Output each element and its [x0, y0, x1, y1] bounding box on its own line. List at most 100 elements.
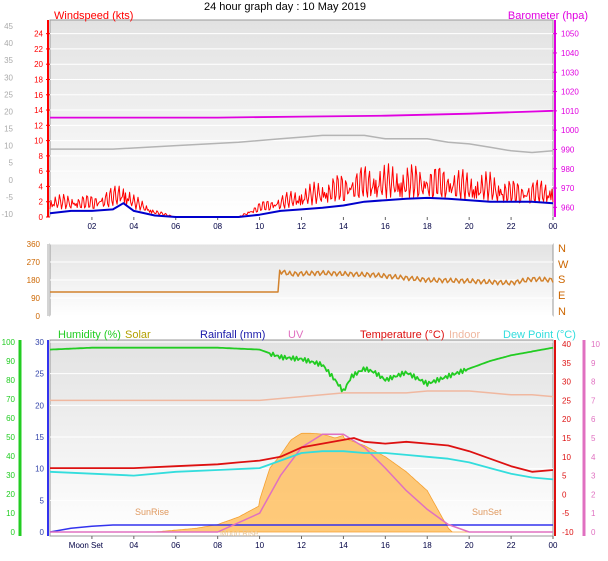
windspeed-tick-label: 14 [34, 106, 43, 115]
windspeed-tick-label: 12 [34, 121, 43, 130]
sunset-label: SunSet [472, 507, 502, 517]
humidity-tick-label: 50 [6, 433, 15, 442]
temperature-tick-label: 40 [562, 340, 571, 349]
humidity-tick-label: 40 [6, 452, 15, 461]
hour-tick-label: 10 [255, 222, 264, 231]
uv-tick-label: 0 [591, 528, 596, 537]
temperature-tick-label: 25 [562, 396, 571, 405]
direction-tick-label: 360 [27, 240, 41, 249]
uv-tick-label: 3 [591, 472, 596, 481]
hour-tick-label: 08 [213, 541, 222, 550]
hour-tick-label: 10 [255, 541, 264, 550]
outer-tick-label: -5 [6, 193, 14, 202]
outer-tick-label: 10 [4, 142, 13, 151]
uv-tick-label: 5 [591, 434, 596, 443]
rainfall-tick-label: 5 [40, 496, 45, 505]
hour-tick-label: 20 [465, 541, 474, 550]
outer-tick-label: 35 [4, 56, 13, 65]
humidity-tick-label: 30 [6, 471, 15, 480]
rainfall-tick-label: 25 [35, 370, 44, 379]
uv-tick-label: 8 [591, 378, 596, 387]
barometer-tick-label: 1030 [561, 68, 579, 77]
windspeed-tick-label: 10 [34, 137, 43, 146]
outer-tick-label: 40 [4, 39, 13, 48]
humidity-line [49, 346, 554, 393]
compass-label: E [558, 290, 565, 302]
outer-tick-label: 30 [4, 73, 13, 82]
gray-trend-line [50, 134, 554, 154]
rainfall-tick-label: 30 [35, 338, 44, 347]
outer-tick-label: -10 [1, 210, 13, 219]
rainfall-tick-label: 10 [35, 465, 44, 474]
legend-entry: Solar [125, 329, 151, 341]
compass-label: W [558, 259, 569, 271]
hour-tick-label: Moon Set [69, 541, 104, 550]
uv-line [50, 433, 553, 533]
humidity-tick-label: 90 [6, 357, 15, 366]
hour-tick-label: 00 [549, 222, 558, 231]
hour-tick-label: 18 [423, 541, 432, 550]
windspeed-tick-label: 0 [39, 213, 44, 222]
humidity-tick-label: 0 [11, 528, 16, 537]
compass-label: N [558, 306, 566, 318]
outer-tick-label: 0 [9, 176, 14, 185]
hour-tick-label: 12 [297, 222, 306, 231]
temperature-tick-label: 20 [562, 415, 571, 424]
windspeed-tick-label: 20 [34, 60, 43, 69]
temperature-tick-label: -5 [562, 509, 570, 518]
rainfall-tick-label: 0 [40, 528, 45, 537]
windspeed-axis-label: Windspeed (kts) [54, 10, 133, 22]
hour-tick-label: 12 [297, 541, 306, 550]
hour-tick-label: 14 [339, 541, 348, 550]
sunrise-label: SunRise [135, 507, 169, 517]
windspeed-tick-label: 4 [39, 182, 44, 191]
rainfall-tick-label: 20 [35, 401, 44, 410]
barometer-tick-label: 970 [561, 184, 575, 193]
humidity-tick-label: 10 [6, 509, 15, 518]
compass-label: S [558, 274, 565, 286]
temperature-tick-label: 10 [562, 453, 571, 462]
legend-entry: Rainfall (mm) [200, 329, 265, 341]
uv-tick-label: 2 [591, 490, 596, 499]
legend-entry: UV [288, 329, 304, 341]
outer-tick-label: 5 [9, 159, 14, 168]
hour-tick-label: 16 [381, 541, 390, 550]
barometer-axis-label: Barometer (hpa) [508, 10, 588, 22]
barometer-tick-label: 1040 [561, 49, 579, 58]
windspeed-line [49, 163, 554, 218]
humidity-tick-label: 80 [6, 376, 15, 385]
temperature-tick-label: 5 [562, 472, 567, 481]
rainfall-tick-label: 15 [35, 433, 44, 442]
hour-tick-label: 08 [213, 222, 222, 231]
humidity-tick-label: 70 [6, 395, 15, 404]
uv-tick-label: 6 [591, 415, 596, 424]
hour-tick-label: 04 [129, 541, 138, 550]
hour-tick-label: 14 [339, 222, 348, 231]
indoor-line [50, 390, 554, 402]
hour-tick-label: 00 [549, 541, 558, 550]
barometer-tick-label: 1020 [561, 88, 579, 97]
uv-tick-label: 4 [591, 453, 596, 462]
hour-tick-label: 04 [129, 222, 138, 231]
temperature-tick-label: 15 [562, 434, 571, 443]
temperature-tick-label: 0 [562, 490, 567, 499]
outer-tick-label: 15 [4, 125, 13, 134]
barometer-tick-label: 1010 [561, 107, 579, 116]
wind-barometer-panel: 024681012141618202224-10-505101520253035… [1, 10, 588, 231]
barometer-tick-label: 1050 [561, 30, 579, 39]
hour-tick-label: 06 [171, 541, 180, 550]
direction-tick-label: 180 [27, 276, 41, 285]
dewpoint-line [49, 450, 554, 481]
barometer-tick-label: 1000 [561, 126, 579, 135]
hour-tick-label: 20 [465, 222, 474, 231]
wind-average-line [49, 196, 554, 218]
outer-tick-label: 45 [4, 22, 13, 31]
uv-tick-label: 9 [591, 359, 596, 368]
outer-tick-label: 25 [4, 90, 13, 99]
humidity-tick-label: 20 [6, 490, 15, 499]
temperature-tick-label: -10 [562, 528, 574, 537]
windspeed-tick-label: 24 [34, 30, 43, 39]
hour-tick-label: 22 [507, 541, 516, 550]
barometer-tick-label: 980 [561, 165, 575, 174]
